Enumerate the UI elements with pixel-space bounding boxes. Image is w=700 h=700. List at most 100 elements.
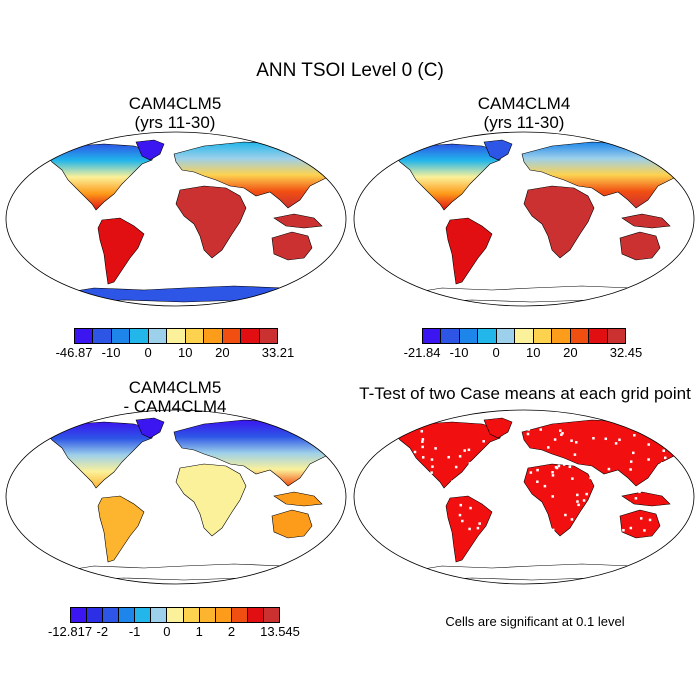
landmass-greenland [483,417,513,439]
landmass-samerica [445,217,493,285]
colorbar-1-swatch [167,329,186,343]
colorbar-1-swatch [130,329,149,343]
nonsignificant-cell [513,463,516,467]
panel-2-title: CAM4CLM4 (yrs 11-30) [404,94,644,132]
nonsignificant-cell [648,479,651,482]
nonsignificant-cell [613,504,617,507]
panel-1-title-line1: CAM4CLM5 [128,94,222,113]
colorbar-2-swatch [552,329,571,343]
nonsignificant-cell [577,503,580,507]
nonsignificant-cell [576,500,579,503]
nonsignificant-cell [442,532,445,536]
colorbar-2-swatch [423,329,442,343]
landmass-indonesia [621,213,671,229]
nonsignificant-cell [480,534,484,538]
nonsignificant-cell [419,519,422,522]
nonsignificant-cell [629,468,632,471]
nonsignificant-cell [413,450,417,454]
panel-1-title: CAM4CLM5 (yrs 11-30) [55,94,295,132]
nonsignificant-cell [568,465,572,469]
nonsignificant-cell [490,461,493,464]
figure-title: ANN TSOI Level 0 (C) [256,60,444,81]
colorbar-3-tick-label: -12.817 [47,624,93,639]
panel-2-title-line2: (yrs 11-30) [483,113,565,132]
landmass-australia [271,509,313,539]
nonsignificant-cell [430,458,434,461]
nonsignificant-cell [647,443,650,446]
landmass-greenland [483,139,513,161]
nonsignificant-cell [551,495,554,498]
nonsignificant-cell [659,476,662,479]
nonsignificant-cell [430,521,433,524]
colorbar-1-swatch [241,329,260,343]
landmass-namerica [43,143,155,211]
landmass-antarctica [391,563,663,581]
nonsignificant-cell [664,456,667,460]
colorbar-3-swatch [87,608,104,622]
landmass-africa [175,463,247,537]
colorbar-1-swatch [148,329,168,343]
nonsignificant-cell [570,439,573,442]
colorbar-2 [422,328,626,344]
nonsignificant-cell [527,428,530,431]
colorbar-3 [70,607,280,623]
nonsignificant-cell [661,505,664,509]
nonsignificant-cell [524,456,528,459]
colorbar-3-swatch [119,608,136,622]
landmass-antarctica [43,563,315,581]
nonsignificant-cell [561,431,564,435]
nonsignificant-cell [618,438,621,442]
nonsignificant-cell [648,518,652,522]
colorbar-2-swatch [441,329,460,343]
nonsignificant-cell [511,496,514,499]
nonsignificant-cell [458,455,462,458]
colorbar-3-tick-label: 0 [163,624,171,639]
nonsignificant-cell [643,529,646,532]
nonsignificant-cell [536,468,539,472]
nonsignificant-cell [488,468,491,471]
nonsignificant-cell [538,453,542,456]
nonsignificant-cell [489,530,492,533]
nonsignificant-cell [529,471,533,474]
colorbar-3-swatch [71,608,88,622]
nonsignificant-cell [419,524,423,527]
nonsignificant-cell [513,431,517,435]
nonsignificant-cell [516,470,519,474]
nonsignificant-cell [447,455,450,459]
nonsignificant-cell [638,490,641,494]
colorbar-2-tick-label: 10 [526,345,541,360]
map-panel-4 [353,409,695,585]
colorbar-3-swatch [263,608,280,622]
nonsignificant-cell [468,462,472,465]
nonsignificant-cell [517,483,521,486]
panel-4-title-line1: T-Test of two Case means at each grid po… [359,384,691,403]
nonsignificant-cell [528,499,531,503]
colorbar-1-tick-label: 20 [215,345,230,360]
map-outline [5,409,347,585]
nonsignificant-cell [582,499,586,502]
nonsignificant-cell [543,484,547,488]
nonsignificant-cell [592,437,595,440]
colorbar-3-swatch [247,608,264,622]
nonsignificant-cell [551,471,554,474]
nonsignificant-cell [560,433,563,436]
colorbar-1-tick-label: 10 [178,345,193,360]
panel-4-title: T-Test of two Case means at each grid po… [350,384,700,403]
nonsignificant-cell [564,513,567,517]
nonsignificant-cell [497,523,500,527]
nonsignificant-cell [412,461,415,464]
nonsignificant-cell [554,465,558,469]
colorbar-3-swatch [167,608,184,622]
nonsignificant-cell [420,534,423,538]
nonsignificant-cell [539,522,542,525]
nonsignificant-cell [515,517,519,521]
nonsignificant-cell [551,528,555,532]
nonsignificant-cell [422,531,425,534]
nonsignificant-cell [632,451,635,455]
nonsignificant-cell [576,493,579,497]
landmass-indonesia [273,213,323,229]
nonsignificant-cell [415,461,419,465]
nonsignificant-cell [589,476,592,480]
colorbar-3-tick-label: -1 [128,624,141,639]
nonsignificant-cell [470,461,474,464]
